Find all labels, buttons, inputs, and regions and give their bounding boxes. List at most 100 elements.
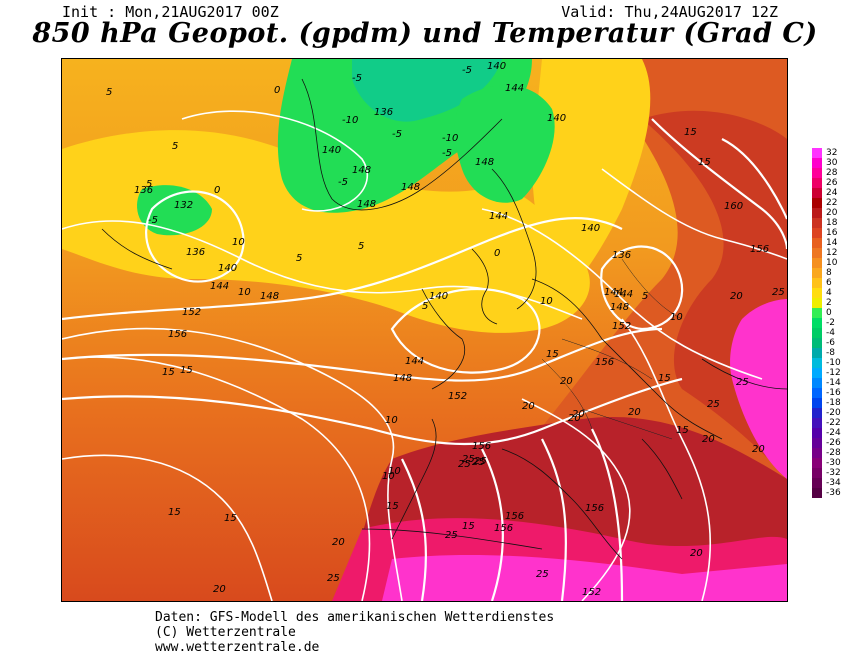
legend-label: -28 [826,448,841,458]
geo-label: 156 [472,441,491,452]
temp-label: 10 [382,471,395,482]
temp-label: 0 [214,185,220,196]
geo-label: 148 [393,373,412,384]
temp-label: 25 [474,456,487,467]
legend-swatch [812,198,822,208]
legend-swatch [812,268,822,278]
geo-label: 144 [405,356,424,367]
legend-swatch [812,458,822,468]
temp-field-magenta [382,554,787,601]
temp-label: 25 [445,530,458,541]
geo-label: 144 [614,289,633,300]
geopotential-lines [62,118,787,601]
temp-field-green-west [137,185,212,236]
legend-label: 14 [826,238,838,248]
geo-label: 156 [585,503,604,514]
temp-field-yellow-north [62,130,590,333]
legend-swatch [812,398,822,408]
geo-label: 140 [322,145,341,156]
temp-field-green-scandinavia [454,85,555,203]
geo-label: 156 [168,329,187,340]
legend-label: 26 [826,178,838,188]
temp-label: 10 [385,415,398,426]
legend-swatch [812,308,822,318]
temp-label: 15 [676,425,689,436]
legend-label: -16 [826,388,841,398]
geo-label: 136 [186,247,205,258]
legend-label: 2 [826,298,832,308]
temp-label: 25 [327,573,340,584]
temp-label: 20 [752,444,765,455]
legend-label: 0 [826,308,832,318]
legend-label: 20 [826,208,838,218]
temp-label: 5 [296,253,302,264]
map-svg: 140 144 136 132 136 140 144 148 152 156 … [62,59,787,601]
borders [541,258,683,440]
legend-swatch [812,208,822,218]
legend-label: -36 [826,488,841,498]
legend-label: -32 [826,468,841,478]
temp-label: 15 [684,127,697,138]
temp-label: 20 [213,584,226,595]
temp-label: 5 [146,179,152,190]
temp-label: -10 [442,133,458,144]
temp-label: -5 [148,215,158,226]
legend-label: -10 [826,358,841,368]
legend-label: 28 [826,168,838,178]
temp-label: 25 [736,377,749,388]
geo-label: 152 [612,321,631,332]
temp-label: 20 [332,537,345,548]
geo-label: 148 [475,157,494,168]
legend-label: -20 [826,408,841,418]
temp-label: 15 [658,373,671,384]
temp-label: 0 [494,248,500,259]
valid-time: Valid: Thu,24AUG2017 12Z [561,3,778,21]
temp-label: 5 [106,87,112,98]
footer: Daten: GFS-Modell des amerikanischen Wet… [155,610,554,655]
legend-label: -2 [826,318,835,328]
legend-swatch [812,318,822,328]
legend-swatch [812,218,822,228]
geo-label: 136 [612,250,631,261]
temp-label: 20 [522,401,535,412]
legend-label: -22 [826,418,841,428]
temp-label: 20 [572,409,585,420]
legend-label: 12 [826,248,838,258]
legend-swatch [812,428,822,438]
temp-label: 10 [670,312,683,323]
legend-label: -30 [826,458,841,468]
temp-label: 15 [386,501,399,512]
geo-label: 148 [260,291,279,302]
temp-label: 25 [458,459,471,470]
chart-title: 850 hPa Geopot. (gpdm) und Temperatur (G… [32,18,818,49]
geo-label: 152 [582,587,601,598]
temp-label: 25 [472,457,485,468]
legend-swatch [812,378,822,388]
legend-colorbar [812,148,822,498]
legend-label: -18 [826,398,841,408]
temp-field-green-teal [352,59,502,122]
temp-label: -5 [352,73,362,84]
geo-label: 152 [448,391,467,402]
geo-label: 156 [494,523,513,534]
temp-label: 20 [628,407,641,418]
geo-label: 156 [595,357,614,368]
geo-label: 140 [218,263,237,274]
geo-label: 144 [210,281,229,292]
legend-swatch [812,238,822,248]
temp-label: 15 [168,507,181,518]
temp-label: 10 [540,296,553,307]
legend-swatch [812,178,822,188]
legend-label: 10 [826,258,838,268]
legend-swatch [812,388,822,398]
coastlines [101,78,787,560]
temp-label: 10 [388,466,401,477]
legend-swatch [812,348,822,358]
temp-label: 25 [462,454,475,465]
geo-label: 144 [505,83,524,94]
legend-swatch [812,278,822,288]
legend-swatch [812,188,822,198]
geo-label: 148 [401,182,420,193]
geo-label: 140 [487,61,506,72]
temp-label: 10 [232,237,245,248]
